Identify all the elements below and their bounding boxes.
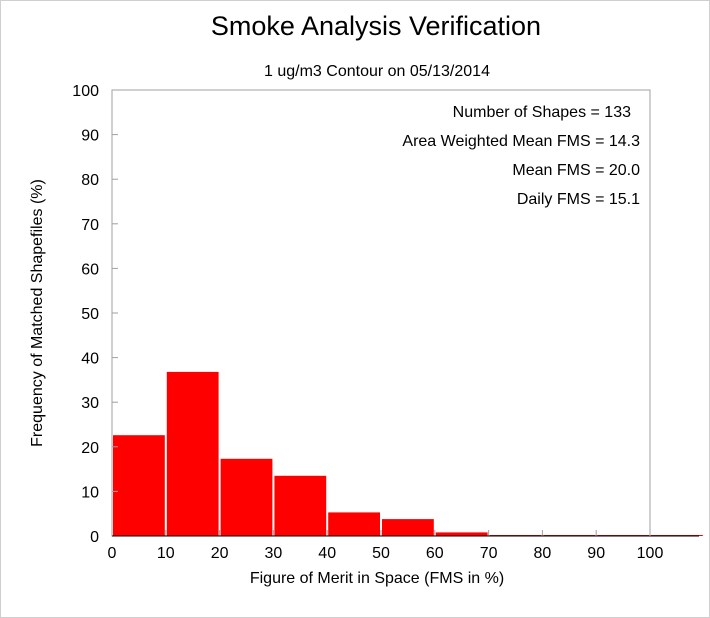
x-axis-ticks: 0 10 20 30 40 50 60 70 80 90 100 xyxy=(108,530,664,562)
histogram-bar-10 xyxy=(166,371,219,536)
histogram-bar-0 xyxy=(113,435,165,536)
y-tick-label-30: 30 xyxy=(81,395,99,412)
x-tick-label-40: 40 xyxy=(318,545,336,562)
y-tick-label-70: 70 xyxy=(81,217,99,234)
y-axis-label: Frequency of Matched Shapefiles (%) xyxy=(29,179,46,447)
y-tick-label-40: 40 xyxy=(81,351,99,368)
y-axis-ticks: 0 10 20 30 40 50 60 70 80 90 100 xyxy=(72,83,118,546)
x-tick-label-80: 80 xyxy=(534,545,552,562)
y-tick-label-90: 90 xyxy=(81,128,99,145)
stats-annotations: Number of Shapes = 133 Area Weighted Mea… xyxy=(402,104,640,208)
y-tick-label-100: 100 xyxy=(72,83,99,100)
stat-daily-fms: Daily FMS = 15.1 xyxy=(517,191,640,208)
x-tick-label-60: 60 xyxy=(426,545,444,562)
chart-title: Smoke Analysis Verification xyxy=(211,11,541,41)
y-tick-label-10: 10 xyxy=(81,484,99,501)
chart-subtitle: 1 ug/m3 Contour on 05/13/2014 xyxy=(264,63,490,80)
histogram-bar-50 xyxy=(382,519,434,536)
histogram-bar-30 xyxy=(274,475,327,536)
x-tick-label-30: 30 xyxy=(265,545,283,562)
y-tick-label-20: 20 xyxy=(81,440,99,457)
x-tick-label-100: 100 xyxy=(637,545,664,562)
y-tick-label-0: 0 xyxy=(90,529,99,546)
x-tick-label-10: 10 xyxy=(157,545,175,562)
x-tick-label-70: 70 xyxy=(480,545,498,562)
x-tick-label-50: 50 xyxy=(372,545,390,562)
histogram-bar-20 xyxy=(220,458,273,536)
x-axis-label: Figure of Merit in Space (FMS in %) xyxy=(250,570,504,587)
histogram-bar-40 xyxy=(328,512,380,536)
y-tick-label-50: 50 xyxy=(81,306,99,323)
x-tick-label-20: 20 xyxy=(211,545,229,562)
x-tick-label-90: 90 xyxy=(587,545,605,562)
x-tick-label-0: 0 xyxy=(108,545,117,562)
histogram-bar-60 xyxy=(435,532,488,536)
stat-area-weighted-mean-fms: Area Weighted Mean FMS = 14.3 xyxy=(402,133,640,150)
y-tick-label-80: 80 xyxy=(81,172,99,189)
bars-group xyxy=(113,371,703,536)
y-tick-label-60: 60 xyxy=(81,261,99,278)
stat-number-of-shapes: Number of Shapes = 133 xyxy=(453,104,631,121)
stat-mean-fms: Mean FMS = 20.0 xyxy=(512,162,640,179)
